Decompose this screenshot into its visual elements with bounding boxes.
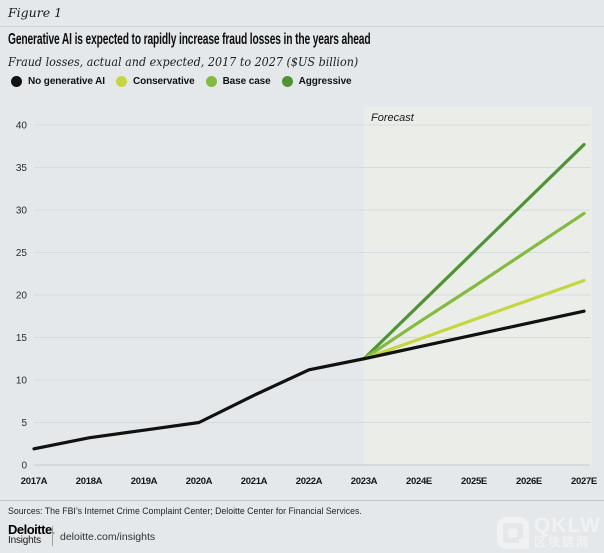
x-axis-tick-label: 2019A (131, 476, 158, 487)
watermark-text: QKLW (534, 514, 601, 537)
legend-dot-icon (205, 76, 217, 87)
legend-dot-icon (281, 76, 293, 87)
x-axis-tick-label: 2027E (571, 476, 597, 487)
legend-label: Base case (222, 76, 271, 87)
series-line-aggressive (362, 142, 586, 361)
brand-name: Deloitte. (8, 522, 56, 537)
legend-item-aggressive: Aggressive (281, 76, 352, 87)
page-title: Generative AI is expected to rapidly inc… (8, 31, 371, 48)
legend-label: No generative AI (28, 76, 105, 87)
x-axis-tick-label: 2025E (461, 476, 487, 487)
watermark-q-logo-icon (497, 516, 529, 549)
legend: No generative AI Conservative Base case … (11, 76, 352, 87)
x-axis-tick-label: 2024E (406, 476, 432, 487)
y-axis-tick-label: 0 (21, 461, 27, 472)
brand-green-dot: . (51, 522, 56, 537)
series-line-base-case (362, 211, 586, 361)
legend-item-conservative: Conservative (115, 76, 195, 87)
watermark-logo-tail (519, 538, 529, 549)
y-axis-tick-label: 20 (16, 291, 28, 302)
brand-subname: Insights (8, 535, 41, 546)
figure-label: Figure 1 (8, 5, 63, 20)
y-axis-tick-label: 15 (16, 333, 28, 344)
legend-item-no-generative-ai: No generative AI (11, 76, 105, 87)
brand-divider (52, 526, 53, 546)
x-axis-tick-label: 2022A (296, 476, 323, 487)
chart-subtitle: Fraud losses, actual and expected, 2017 … (8, 55, 359, 69)
series-line-no-gen-ai (32, 309, 586, 451)
x-axis-tick-label: 2021A (241, 476, 268, 487)
legend-label: Conservative (132, 76, 195, 87)
fraud-losses-line-chart: 0 5 10 15 20 25 30 35 40 Forecast 2017A 2018A 2019A 2… (16, 107, 597, 487)
legend-dot-icon (11, 76, 22, 87)
forecast-label: Forecast (371, 112, 415, 124)
x-axis-tick-label: 2026E (516, 476, 542, 487)
header-divider (0, 26, 604, 27)
x-axis-tick-label: 2017A (21, 476, 48, 487)
x-axis-tick-label: 2018A (76, 476, 103, 487)
y-axis-tick-label: 40 (16, 121, 28, 132)
y-axis-tick-label: 10 (16, 376, 28, 387)
y-axis-tick-label: 35 (16, 163, 28, 174)
y-axis-tick-label: 5 (21, 418, 27, 429)
footer-divider (0, 500, 604, 501)
legend-item-base-case: Base case (205, 76, 271, 87)
legend-dot-icon (115, 76, 127, 87)
deloitte-insights-link[interactable]: deloitte.com/insights (60, 531, 156, 543)
watermark: QKLW 区块链网 (497, 514, 601, 549)
y-axis-tick-label: 25 (16, 248, 28, 259)
sources-note: Sources: The FBI’s Internet Crime Compla… (8, 506, 362, 517)
series-line-conservative (362, 278, 586, 361)
legend-label: Aggressive (298, 76, 352, 87)
x-axis-tick-label: 2023A (351, 476, 378, 487)
deloitte-insights-logo: Deloitte. Insights (8, 522, 56, 547)
x-axis-tick-label: 2020A (186, 476, 213, 487)
forecast-band (364, 107, 592, 465)
y-axis-tick-label: 30 (16, 206, 28, 217)
watermark-logo-dot (508, 528, 518, 537)
watermark-subtext: 区块链网 (534, 535, 591, 549)
